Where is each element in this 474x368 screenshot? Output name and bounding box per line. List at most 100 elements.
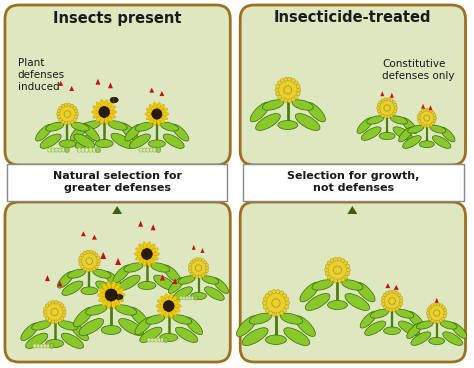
Ellipse shape — [96, 102, 101, 108]
Ellipse shape — [295, 114, 320, 131]
Ellipse shape — [71, 123, 88, 141]
Circle shape — [334, 257, 337, 261]
FancyArrow shape — [149, 88, 154, 110]
Circle shape — [195, 265, 202, 271]
Circle shape — [64, 111, 71, 117]
Ellipse shape — [138, 282, 156, 290]
Circle shape — [272, 312, 276, 316]
Circle shape — [337, 279, 341, 283]
FancyArrow shape — [69, 86, 74, 110]
Circle shape — [325, 272, 329, 276]
Ellipse shape — [114, 300, 120, 306]
FancyArrow shape — [95, 79, 100, 107]
Ellipse shape — [100, 117, 104, 124]
Circle shape — [190, 261, 193, 264]
Circle shape — [427, 125, 430, 128]
Ellipse shape — [204, 287, 224, 300]
Circle shape — [46, 304, 49, 307]
Ellipse shape — [396, 309, 414, 318]
Circle shape — [60, 304, 64, 307]
Circle shape — [51, 308, 58, 316]
Circle shape — [427, 108, 430, 112]
Circle shape — [105, 289, 117, 301]
Ellipse shape — [21, 323, 38, 341]
Text: Constitutive
defenses only: Constitutive defenses only — [382, 59, 455, 81]
Circle shape — [392, 101, 395, 104]
Circle shape — [64, 103, 68, 106]
Ellipse shape — [111, 133, 133, 148]
Circle shape — [431, 304, 434, 307]
Circle shape — [61, 120, 64, 124]
Ellipse shape — [173, 315, 191, 324]
FancyArrow shape — [385, 283, 390, 297]
Circle shape — [92, 251, 96, 255]
Ellipse shape — [161, 116, 167, 120]
Ellipse shape — [407, 323, 422, 339]
Circle shape — [188, 296, 192, 300]
Circle shape — [268, 311, 272, 315]
Circle shape — [88, 148, 93, 152]
Ellipse shape — [173, 300, 180, 304]
Circle shape — [95, 147, 100, 153]
Ellipse shape — [91, 110, 99, 114]
Circle shape — [325, 268, 328, 272]
Ellipse shape — [430, 125, 446, 133]
Ellipse shape — [139, 258, 144, 264]
Circle shape — [92, 148, 97, 152]
Circle shape — [81, 265, 84, 269]
Ellipse shape — [161, 296, 166, 302]
Circle shape — [437, 320, 440, 323]
Ellipse shape — [169, 294, 173, 301]
Ellipse shape — [150, 244, 155, 250]
Circle shape — [433, 119, 436, 122]
Circle shape — [277, 95, 282, 99]
Ellipse shape — [178, 276, 195, 284]
Circle shape — [139, 148, 143, 152]
Circle shape — [382, 302, 385, 306]
FancyArrow shape — [435, 298, 439, 309]
Ellipse shape — [145, 112, 152, 116]
Circle shape — [377, 109, 381, 113]
Ellipse shape — [99, 288, 106, 293]
Circle shape — [74, 116, 78, 119]
Circle shape — [387, 98, 390, 101]
Ellipse shape — [451, 323, 467, 339]
Circle shape — [185, 296, 189, 300]
Circle shape — [281, 98, 284, 102]
Ellipse shape — [75, 133, 98, 148]
Circle shape — [191, 296, 195, 300]
Circle shape — [161, 338, 164, 342]
Circle shape — [383, 293, 387, 297]
Ellipse shape — [93, 106, 100, 110]
Ellipse shape — [365, 321, 386, 335]
FancyArrow shape — [108, 82, 113, 107]
Ellipse shape — [151, 263, 170, 272]
Circle shape — [58, 319, 61, 322]
Ellipse shape — [152, 256, 158, 260]
Circle shape — [57, 109, 61, 113]
Circle shape — [142, 249, 152, 259]
Circle shape — [142, 148, 146, 152]
Circle shape — [55, 320, 58, 323]
Ellipse shape — [391, 116, 408, 124]
Ellipse shape — [104, 100, 108, 107]
Ellipse shape — [143, 259, 147, 266]
Circle shape — [36, 344, 40, 348]
Circle shape — [325, 264, 329, 268]
Circle shape — [47, 148, 52, 152]
Ellipse shape — [278, 120, 298, 130]
Circle shape — [164, 301, 174, 311]
Ellipse shape — [168, 278, 184, 293]
Circle shape — [40, 344, 44, 348]
Circle shape — [395, 307, 398, 311]
Circle shape — [394, 106, 397, 110]
Circle shape — [149, 148, 154, 152]
FancyArrow shape — [112, 206, 122, 214]
Ellipse shape — [169, 311, 173, 318]
Circle shape — [288, 77, 292, 81]
Circle shape — [334, 279, 337, 283]
Ellipse shape — [172, 296, 177, 302]
Ellipse shape — [136, 256, 142, 260]
Circle shape — [341, 277, 345, 282]
Circle shape — [283, 308, 287, 312]
